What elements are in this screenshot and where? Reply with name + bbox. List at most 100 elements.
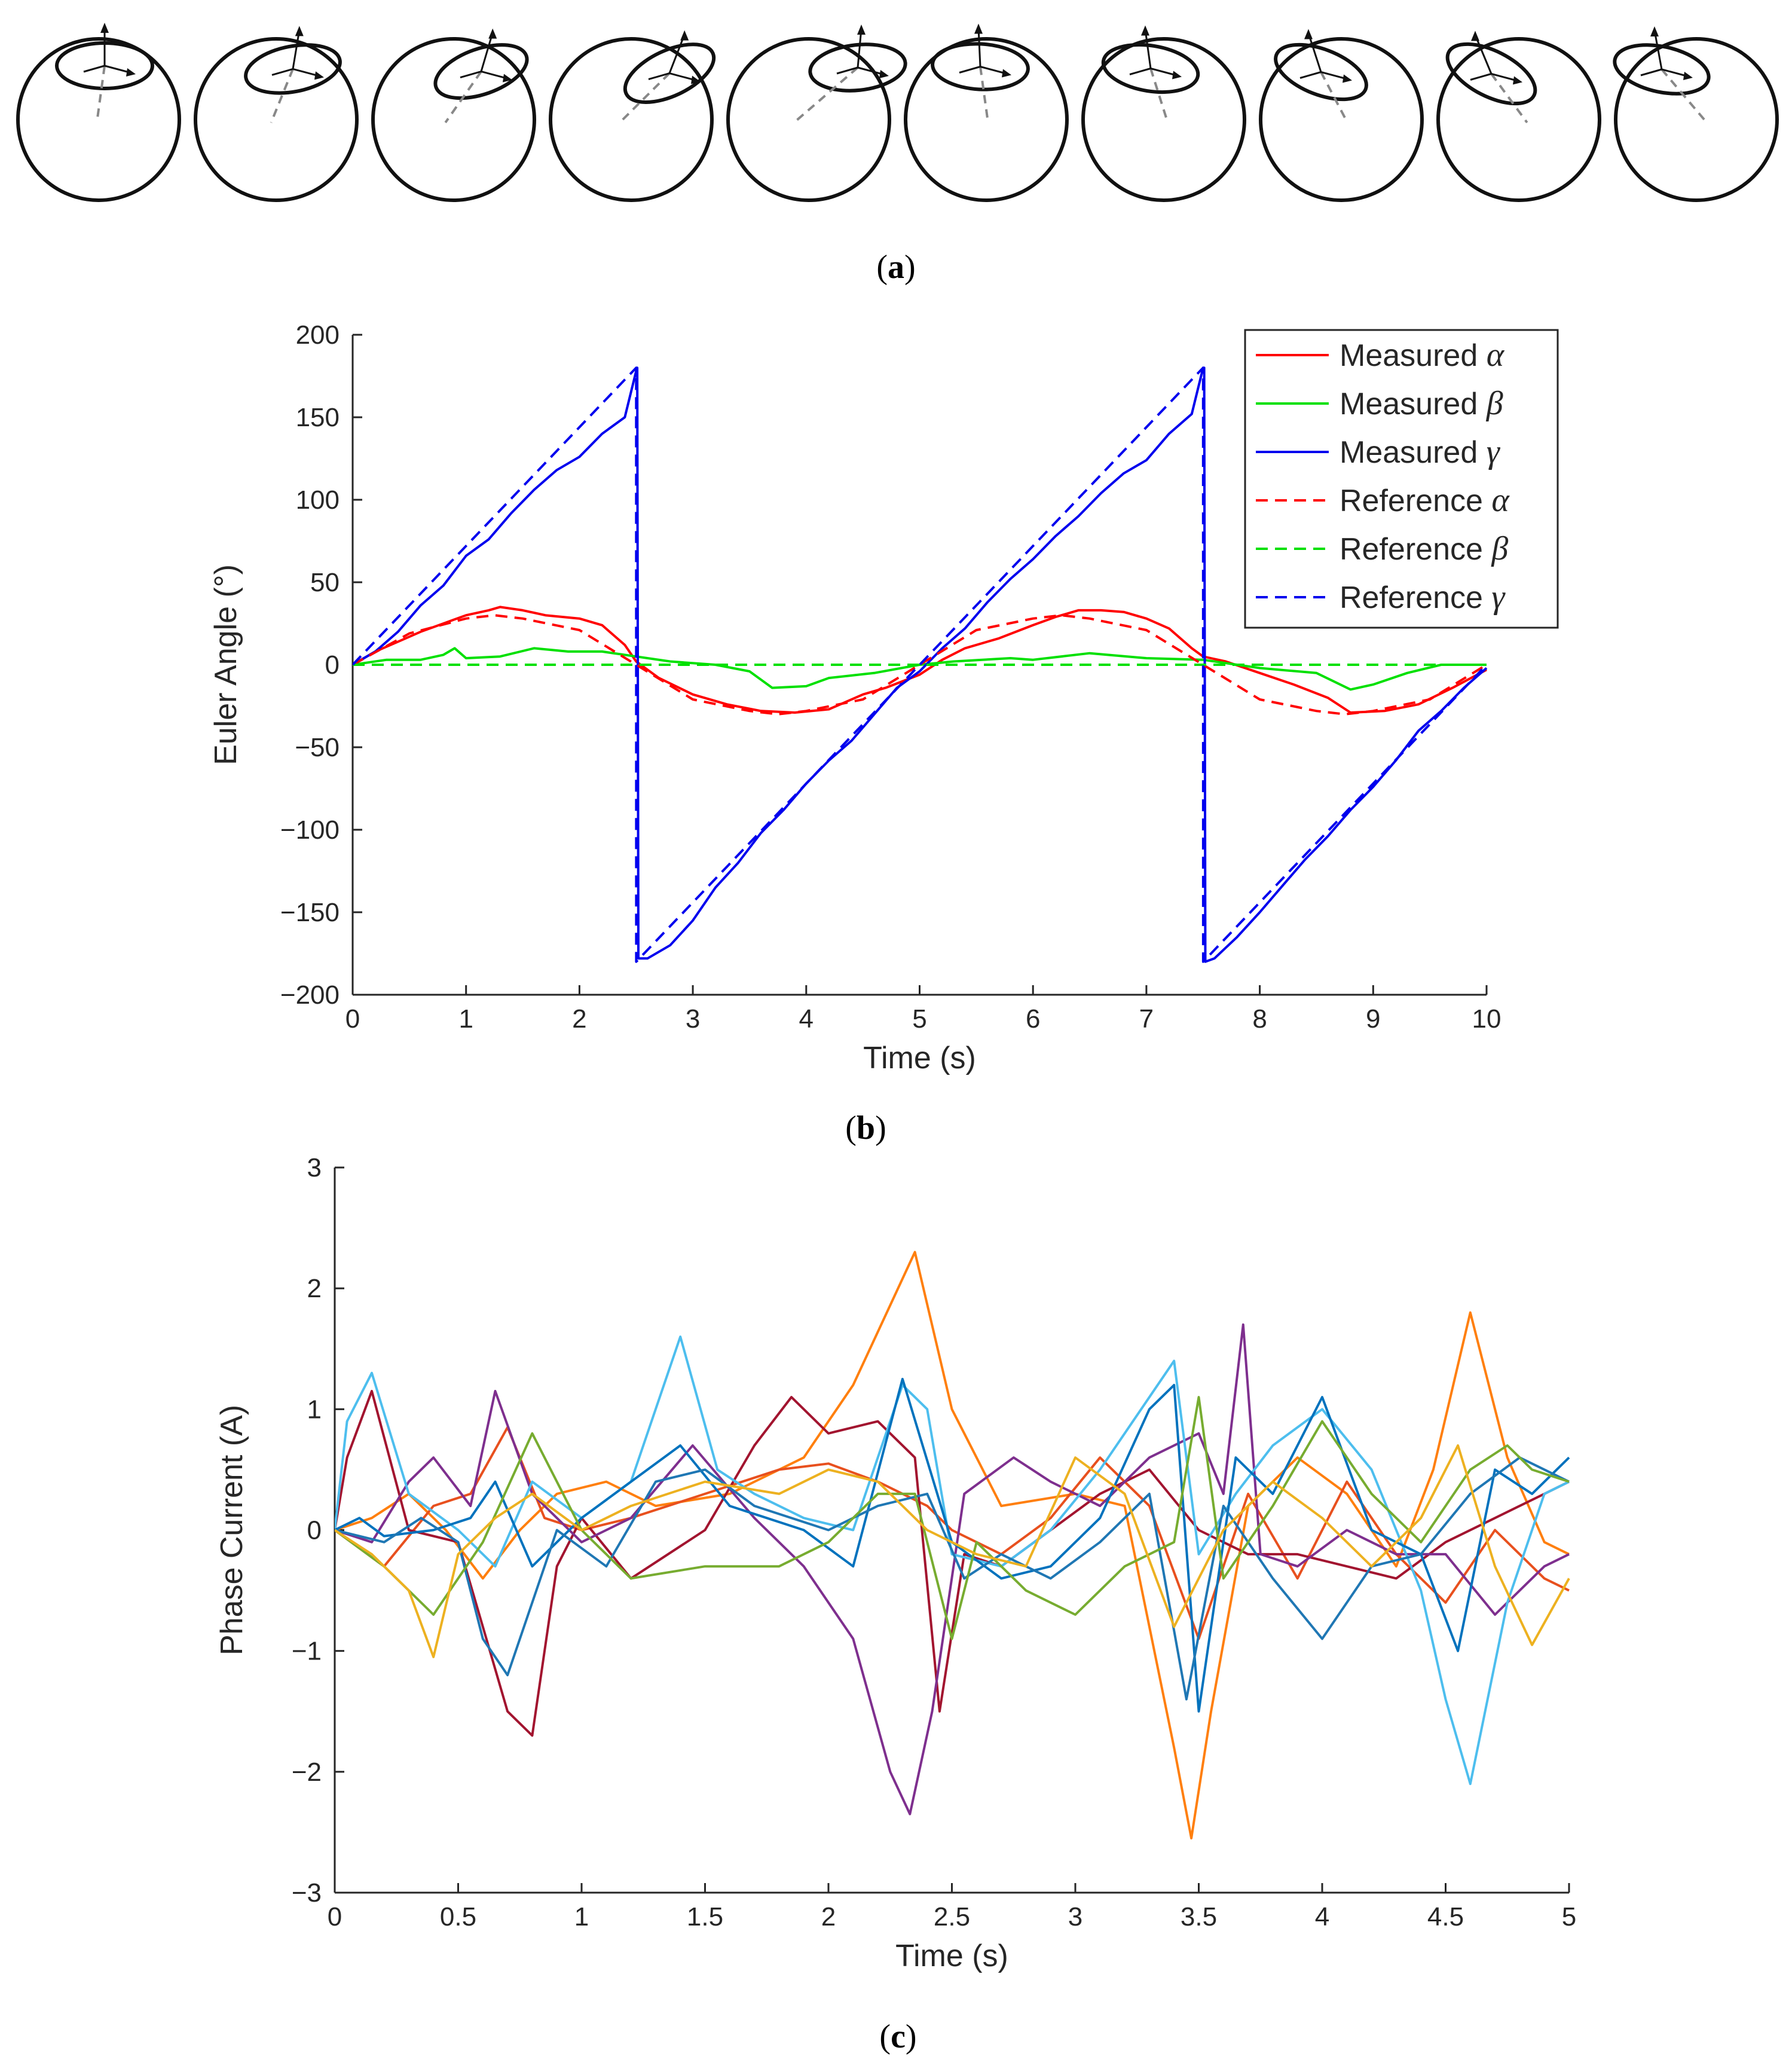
frame-arrow-up: [480, 32, 494, 72]
series-line-4: [335, 1323, 1570, 1816]
frame-arrow-left: [836, 66, 858, 75]
y-axis-label: Phase Current (A): [215, 1405, 249, 1655]
y-tick-label: 150: [296, 403, 340, 432]
y-tick-label: 3: [307, 1153, 322, 1182]
frame-arrow-left: [1129, 68, 1151, 75]
arrow-head: [503, 74, 512, 82]
arrow-head: [1683, 72, 1693, 80]
frame-arrow-up: [1144, 29, 1152, 69]
sphere-outline: [1081, 37, 1246, 202]
x-tick-label: 2: [821, 1902, 836, 1931]
sphere-outline: [904, 37, 1069, 202]
series-line-1: [335, 1251, 1570, 1839]
sphere-axis: [270, 68, 294, 123]
y-tick-label: −3: [292, 1878, 322, 1908]
sphere-cap-ellipse: [1274, 42, 1368, 102]
chart-b-euler-angle: 0 1 2 3 4 5 6 7 8 9 10 −200 −150 −100 −50 0 50 100 150 200 T…: [209, 320, 1559, 1147]
arrow-head: [879, 70, 889, 78]
frame-arrow-left: [648, 72, 670, 81]
series-line-9: [335, 1444, 1570, 1658]
sphere-outline: [1259, 37, 1424, 202]
sphere-frame-2: [194, 26, 359, 202]
x-tick-label: 4: [1315, 1902, 1329, 1931]
frame-arrow-left: [959, 66, 981, 74]
sphere-cap-ellipse: [1613, 43, 1711, 96]
sphere-frame-6: [904, 23, 1069, 202]
sphere-frame-7: [1081, 25, 1246, 202]
x-tick-label: 7: [1139, 1004, 1154, 1034]
sphere-cap-ellipse: [1445, 42, 1537, 106]
frame-arrow-up: [1653, 30, 1663, 70]
arrow-head: [295, 26, 304, 36]
sphere-outline: [549, 37, 714, 202]
y-tick-label: −100: [280, 815, 340, 845]
series-line-4: [353, 614, 1488, 716]
arrow-head: [680, 30, 689, 41]
sphere-axis: [1660, 68, 1708, 124]
sphere-frame-4: [549, 30, 716, 202]
sphere-frame-10: [1613, 26, 1779, 202]
sphere-frame-5: [726, 25, 907, 202]
arrow-head: [691, 75, 701, 84]
frame-arrow-left: [1470, 73, 1492, 81]
x-tick-label: 2: [572, 1004, 586, 1034]
frame-arrow-left: [460, 71, 482, 79]
x-tick-label: 2.5: [934, 1902, 970, 1931]
sphere-outline: [1436, 37, 1601, 202]
y-tick-label: 200: [296, 320, 340, 350]
arrow-head: [1513, 76, 1522, 85]
sphere-frame-3: [371, 28, 536, 202]
series-line-5: [335, 1335, 1570, 1786]
x-tick-label: 0.5: [440, 1902, 476, 1931]
frame-arrow-left: [1299, 71, 1322, 79]
arrow-head: [100, 23, 109, 33]
x-axis-label: Time (s): [863, 1041, 976, 1075]
arrow-head: [1304, 29, 1313, 39]
chart-c-phase-current: 0 0.5 1 1.5 2 2.5 3 3.5 4 4.5 5 −3 −2 −1 0 1 2 3 Time (s) P…: [215, 1153, 1576, 2055]
sphere-axis: [1149, 68, 1169, 123]
series-line-2: [353, 647, 1487, 691]
x-tick-label: 3.5: [1181, 1902, 1217, 1931]
x-axis-label: Time (s): [895, 1939, 1008, 1973]
x-tick-label: 1: [458, 1004, 473, 1034]
series-line-3: [353, 366, 1488, 963]
sphere-frame-1: [16, 23, 181, 202]
arrow-head: [974, 23, 983, 34]
arrow-head: [314, 71, 324, 80]
x-tick-label: 0: [345, 1004, 360, 1034]
sphere-axis: [793, 66, 859, 124]
y-tick-label: −200: [280, 980, 340, 1010]
legend-label: Reference γ: [1340, 579, 1506, 616]
frame-arrow-up: [977, 27, 981, 67]
x-tick-label: 1.5: [687, 1902, 723, 1931]
sphere-frame-9: [1436, 30, 1601, 202]
arrow-head: [126, 68, 136, 77]
x-tick-label: 5: [1562, 1902, 1576, 1931]
legend-label: Measured α: [1340, 337, 1505, 374]
arrow-head: [488, 28, 497, 39]
sphere-axis: [1490, 73, 1528, 124]
x-tick-label: 8: [1252, 1004, 1267, 1034]
x-tick-label: 5: [912, 1004, 926, 1034]
panel-a-sphere-sequence: [16, 23, 1779, 202]
panel-a-label: (a): [876, 249, 915, 286]
y-axis-label: Euler Angle (°): [209, 564, 243, 765]
y-tick-label: −1: [292, 1637, 322, 1666]
sphere-cap-ellipse: [931, 42, 1030, 91]
sphere-axis: [1320, 71, 1348, 123]
x-tick-label: 4: [799, 1004, 814, 1034]
sphere-outline: [16, 37, 181, 202]
panel-label: (c): [879, 2018, 916, 2055]
series-line-3: [335, 1390, 1570, 1737]
series-line-8: [335, 1396, 1570, 1640]
y-tick-label: 0: [325, 650, 340, 680]
arrow-head: [1471, 30, 1479, 41]
legend-entry-6: Reference γ: [1256, 579, 1506, 616]
sphere-cap-ellipse: [808, 42, 907, 93]
series-group: [335, 1251, 1570, 1839]
y-tick-label: 1: [307, 1395, 322, 1424]
legend-box: [1244, 329, 1559, 629]
frame-arrow-left: [83, 65, 105, 73]
arrow-head: [1343, 74, 1352, 83]
